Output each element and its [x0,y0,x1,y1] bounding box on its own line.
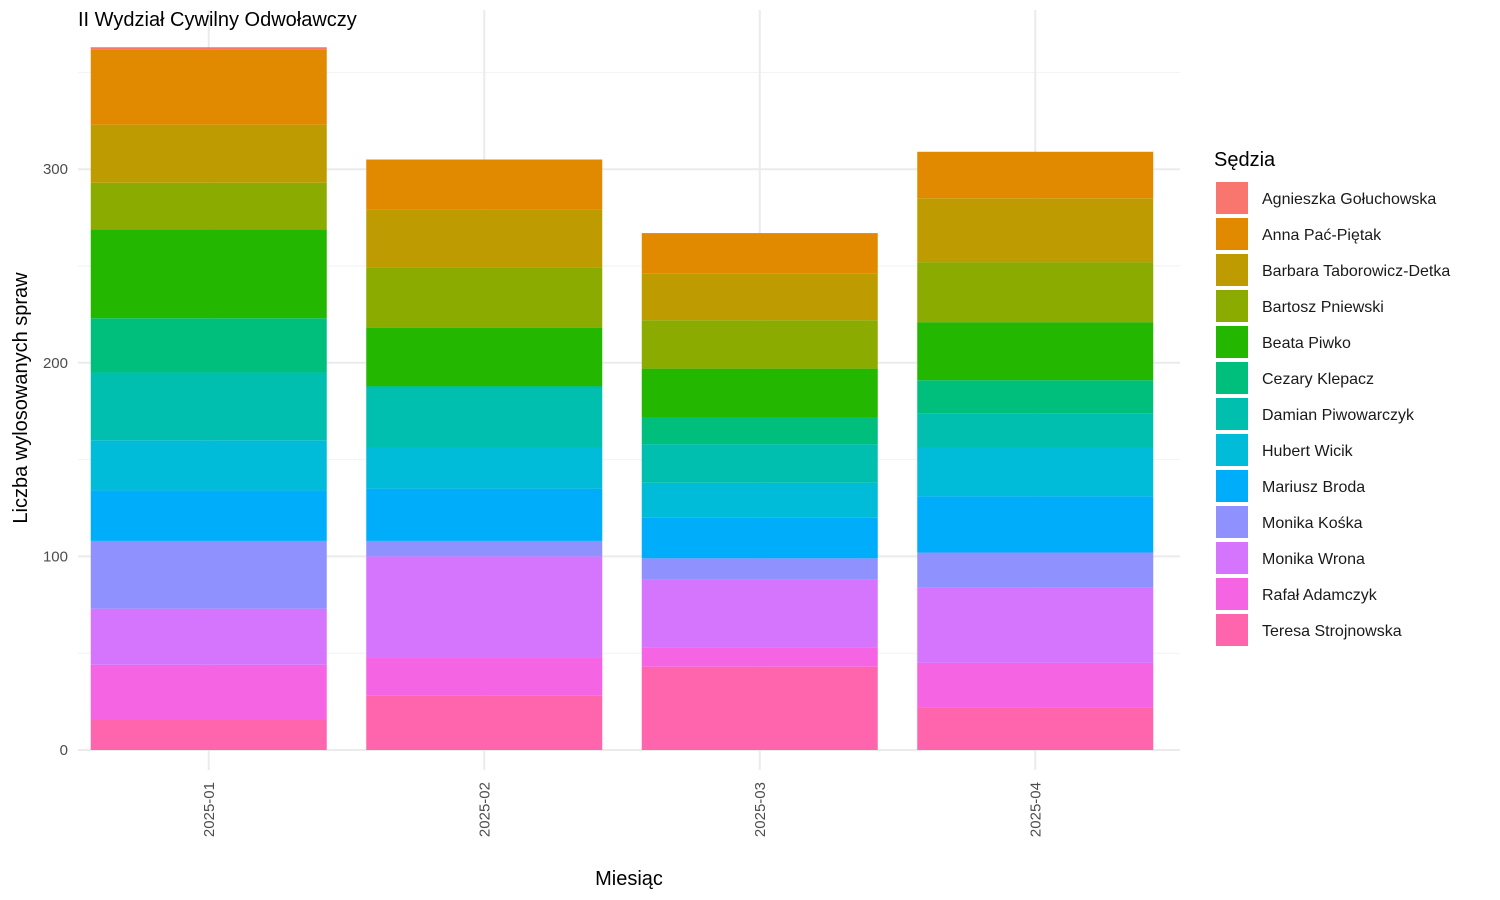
axes: 0 100 200 300 2025-01 2025-02 2025-03 2025-04 [43,161,1044,837]
legend-label: Beata Piwko [1262,335,1351,352]
legend-label: Barbara Taborowicz-Detka [1262,263,1450,280]
legend-title: Sędzia [1214,149,1276,171]
bar-segment [90,719,327,750]
bar-segment [90,372,327,441]
bar-segment [641,233,878,274]
bar-segment [641,517,878,559]
bar-segment [366,267,603,328]
bar-segment [917,413,1154,448]
bar-segment [90,229,327,319]
legend-label: Hubert Wicik [1262,443,1354,460]
y-tick-label: 300 [43,161,68,178]
legend-label: Monika Kośka [1262,515,1363,532]
bar-segment [917,496,1154,553]
bar-segment [917,447,1154,497]
legend-swatch [1216,614,1248,646]
bar-segment [366,657,603,696]
bar-segment [366,209,603,268]
bar-segment [366,327,603,387]
legend: Sędzia Agnieszka Gołuchowska Anna Pać-Pię… [1214,149,1450,646]
bar-segment [641,666,878,750]
bar-segment [917,380,1154,414]
bar-segment [90,318,327,373]
y-tick-label: 200 [43,355,68,372]
bar-segment [641,558,878,580]
legend-label: Mariusz Broda [1262,479,1365,496]
bar-segment [366,447,603,489]
legend-label: Anna Pać-Piętak [1262,227,1382,244]
bar-segment [641,444,878,483]
bar-segment [366,159,603,210]
bar-segment [366,540,603,557]
legend-swatch [1216,254,1248,286]
legend-swatch [1216,470,1248,502]
legend-swatch [1216,434,1248,466]
x-tick-label: 2025-01 [201,782,218,837]
legend-swatch [1216,542,1248,574]
y-axis-title: Liczba wylosowanych spraw [10,272,32,524]
bar-segment [90,47,327,50]
legend-label: Bartosz Pniewski [1262,299,1384,316]
bar-segment [641,320,878,369]
legend-label: Damian Piwowarczyk [1262,407,1415,424]
bar-segment [366,386,603,388]
legend-label: Cezary Klepacz [1262,371,1374,388]
bar-segment [917,198,1154,263]
legend-swatch [1216,290,1248,322]
bar-segment [90,608,327,665]
bar-segment [641,482,878,518]
bar-segment [366,556,603,658]
legend-label: Monika Wrona [1262,551,1365,568]
legend-swatch [1216,218,1248,250]
bar-segment [90,182,327,230]
bar-segment [641,417,878,445]
bars [90,47,1154,750]
legend-swatch [1216,362,1248,394]
legend-swatch [1216,326,1248,358]
legend-swatch [1216,398,1248,430]
bar-segment [917,262,1154,323]
x-tick-label: 2025-03 [752,782,769,837]
bar-segment [366,695,603,750]
bar-segment [917,662,1154,708]
bar-segment [917,587,1154,663]
legend-swatch [1216,506,1248,538]
legend-label: Agnieszka Gołuchowska [1262,191,1436,208]
bar-segment [917,552,1154,588]
bar-segment [917,707,1154,750]
bar-segment [917,322,1154,381]
y-tick-label: 0 [60,742,68,759]
bar-segment [641,647,878,667]
bar-segment [90,49,327,125]
x-tick-label: 2025-04 [1027,782,1044,837]
x-tick-label: 2025-02 [476,782,493,837]
bar-segment [366,387,603,448]
legend-swatch [1216,578,1248,610]
bar-segment [641,579,878,648]
bar-segment [641,368,878,418]
chart-title: II Wydział Cywilny Odwoławczy [78,9,357,31]
bar-segment [90,540,327,609]
y-tick-label: 100 [43,548,68,565]
bar-segment [917,151,1154,199]
x-axis-title: Miesiąc [595,868,663,890]
bar-segment [90,124,327,183]
bar-segment [90,440,327,491]
bar-segment [90,664,327,720]
legend-swatch [1216,182,1248,214]
legend-label: Rafał Adamczyk [1262,587,1378,604]
bar-segment [641,273,878,321]
legend-label: Teresa Strojnowska [1262,623,1402,640]
bar-segment [90,490,327,541]
bar-segment [366,488,603,541]
